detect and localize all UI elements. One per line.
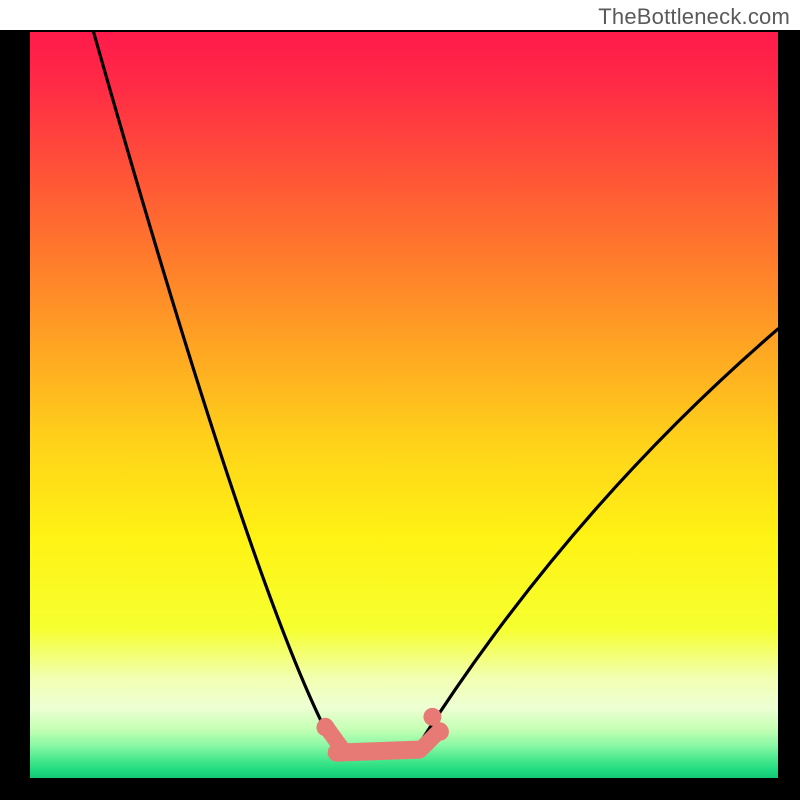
chart-stage: TheBottleneck.com xyxy=(0,0,800,800)
gradient-background xyxy=(30,32,778,778)
overlay-dot-0 xyxy=(316,718,334,736)
overlay-dot-2 xyxy=(431,723,449,741)
watermark-text: TheBottleneck.com xyxy=(598,4,790,30)
bottleneck-chart xyxy=(0,0,800,800)
